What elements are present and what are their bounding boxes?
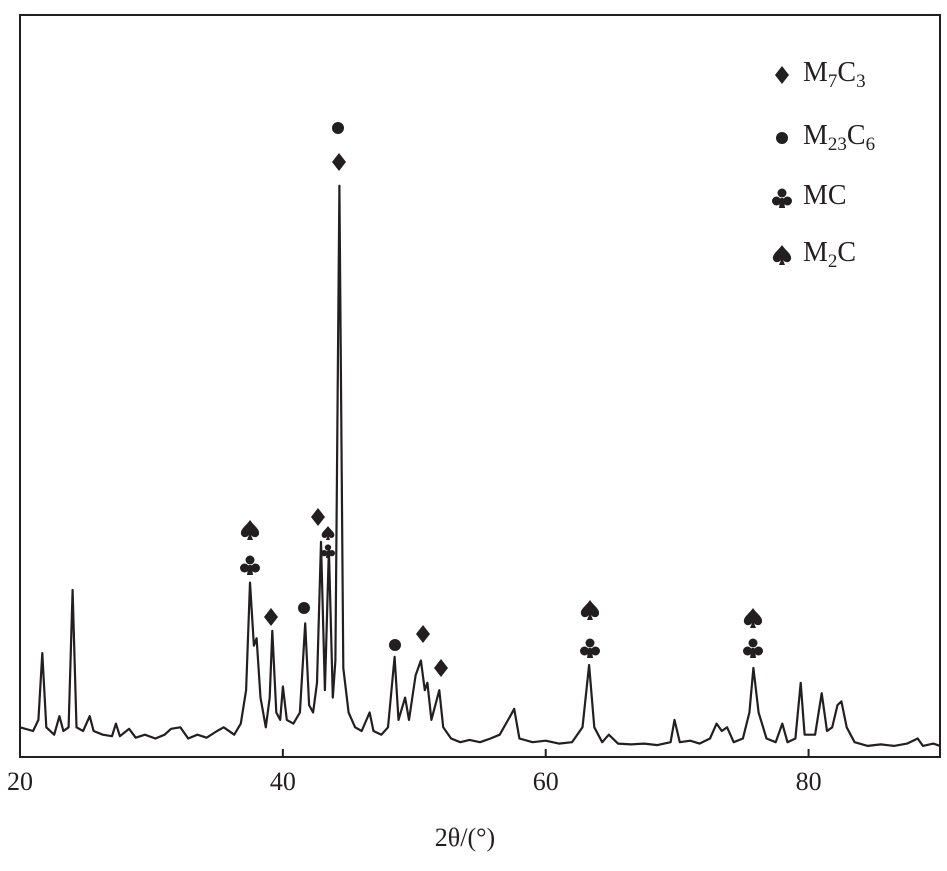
legend-label: M2C [803,237,856,272]
legend-label-part: 3 [856,71,866,92]
x-tick-label: 80 [796,767,822,796]
legend-label-part: M [803,57,828,88]
legend-label: M23C6 [803,120,875,155]
legend-label-part: MC [803,180,847,211]
legend-marker [772,188,792,208]
xrd-line [19,184,941,747]
legend-label: MC [803,180,847,211]
legend-label-part: 23 [828,134,847,155]
plot-frame [19,14,941,758]
legend-label-part: M [803,237,828,268]
x-tick-label: 40 [270,767,296,796]
legend-marker [775,66,789,84]
legend-label-part: 2 [828,251,838,272]
x-tick-label: 20 [7,767,33,796]
x-axis-label: 2θ/(°) [435,823,495,852]
legend-label-part: 6 [866,134,876,155]
x-tick-label: 60 [533,767,559,796]
legend-label-part: 7 [828,71,838,92]
legend-label-part: C [837,237,856,268]
legend-marker [776,132,788,144]
legend-marker [772,245,792,265]
legend-label-part: C [847,120,866,151]
legend-label: M7C3 [803,57,866,92]
legend-label-part: M [803,120,828,151]
legend-label-part: C [837,57,856,88]
